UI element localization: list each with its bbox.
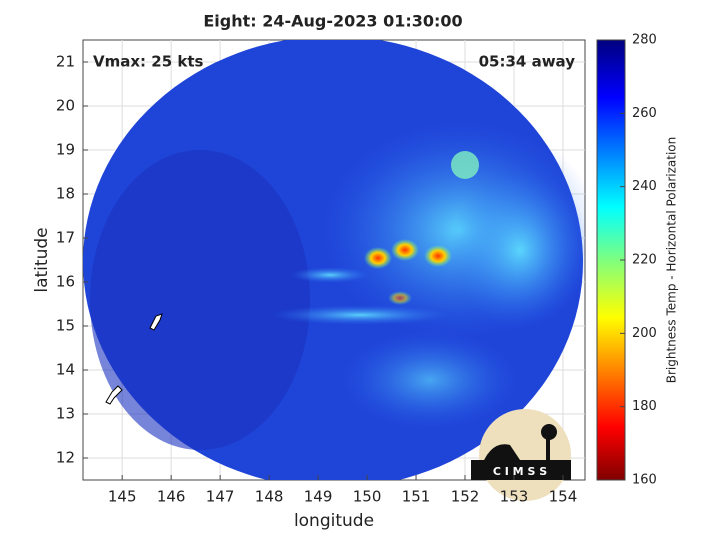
y-tick-label: 18 — [56, 185, 75, 203]
chart-title: Eight: 24-Aug-2023 01:30:00 — [203, 12, 462, 31]
y-tick-label: 21 — [56, 53, 75, 71]
time-annotation: 05:34 away — [479, 53, 576, 71]
y-tick-label: 20 — [56, 97, 75, 115]
x-tick-label: 154 — [549, 488, 578, 506]
x-tick-label: 147 — [206, 488, 235, 506]
colorbar-tick-label: 220 — [632, 253, 657, 268]
colorbar-tick-label: 240 — [632, 179, 657, 194]
x-tick-label: 153 — [500, 488, 529, 506]
y-tick-label: 19 — [56, 141, 75, 159]
swath — [83, 40, 585, 480]
x-tick-label: 148 — [255, 488, 284, 506]
y-tick-label: 13 — [56, 405, 75, 423]
colorbar-label: Brightness Temp - Horizontal Polarizatio… — [665, 137, 679, 384]
x-tick-label: 150 — [353, 488, 382, 506]
logo-text: C I M S S — [493, 465, 547, 478]
x-tick-label: 145 — [108, 488, 137, 506]
y-tick-label: 12 — [56, 449, 75, 467]
colorbar-tick-label: 280 — [632, 33, 657, 48]
y-axis-label: latitude — [32, 227, 52, 292]
x-axis-label: longitude — [294, 511, 374, 531]
x-tick-label: 149 — [304, 488, 333, 506]
y-tick-label: 16 — [56, 273, 75, 291]
y-tick-label: 17 — [56, 229, 75, 247]
colorbar-tick-label: 180 — [632, 399, 657, 414]
colorbar-tick-label: 160 — [632, 473, 657, 488]
y-tick-label: 14 — [56, 361, 75, 379]
x-tick-label: 151 — [402, 488, 431, 506]
x-tick-label: 152 — [451, 488, 480, 506]
x-tick-label: 146 — [157, 488, 186, 506]
colorbar-tick-label: 260 — [632, 106, 657, 121]
y-tick-label: 15 — [56, 317, 75, 335]
colorbar-tick-label: 200 — [632, 326, 657, 341]
vmax-annotation: Vmax: 25 kts — [93, 53, 203, 71]
logo: C I M S S — [471, 409, 571, 501]
